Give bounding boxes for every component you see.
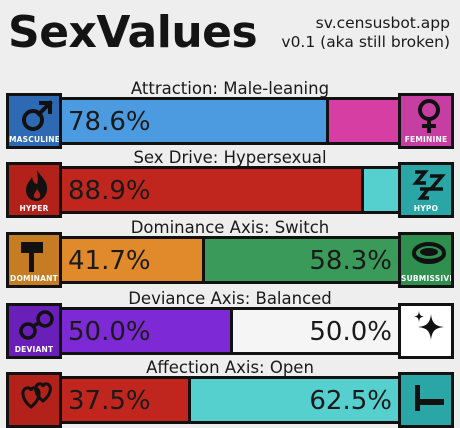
feminine-label: FEMININE xyxy=(404,135,448,144)
axis-row-dominance: DOMINANT 41.7% 58.3% SUBMISSIVE xyxy=(6,232,454,288)
masculine-label: MASCULINE xyxy=(9,135,61,144)
hyper-label: HYPER xyxy=(19,204,49,213)
hyper-percent: 88.9% xyxy=(68,176,151,206)
sex-drive-bar: 88.9% xyxy=(62,166,398,214)
bed-icon xyxy=(415,385,444,411)
hypo-label: HYPO xyxy=(413,204,439,213)
deviance-bar: 50.0% 50.0% xyxy=(62,307,398,355)
version-label: v0.1 (aka still broken) xyxy=(281,33,450,51)
female-symbol-icon xyxy=(418,99,440,133)
sparkles-icon xyxy=(414,311,444,340)
axis-label-dominance: Dominance Axis: Switch xyxy=(130,218,330,237)
fire-icon xyxy=(26,170,48,201)
masculine-percent: 78.6% xyxy=(68,107,151,137)
hearts-icon xyxy=(21,382,52,409)
affection-left-percent: 37.5% xyxy=(68,386,151,416)
sleep-zzz-icon xyxy=(412,170,446,200)
masculine-bar-segment: 78.6% xyxy=(62,100,327,142)
affection-right-bar-segment: 62.5% xyxy=(188,379,398,421)
deviant-percent: 50.0% xyxy=(68,317,151,347)
affection-right-percent: 62.5% xyxy=(309,386,392,416)
axis-label-sex-drive: Sex Drive: Hypersexual xyxy=(133,148,327,167)
axis-row-affection: 37.5% 62.5% xyxy=(6,372,454,428)
submissive-bar-segment: 58.3% xyxy=(202,239,398,281)
submissive-percent: 58.3% xyxy=(309,246,392,276)
gavel-icon xyxy=(21,242,43,272)
submissive-icon-box: SUBMISSIVE xyxy=(398,232,454,288)
feminine-bar-segment xyxy=(326,100,398,142)
hyper-bar-segment: 88.9% xyxy=(62,169,361,211)
affection-bar: 37.5% 62.5% xyxy=(62,376,398,424)
dominant-label: DOMINANT xyxy=(10,274,58,283)
affection-left-bar-segment: 37.5% xyxy=(62,379,188,421)
attraction-bar: 78.6% xyxy=(62,97,398,145)
collar-icon xyxy=(412,242,446,264)
handcuffs-icon xyxy=(19,310,54,340)
hypo-icon-box: HYPO xyxy=(398,162,454,218)
axis-label-attraction: Attraction: Male-leaning xyxy=(130,79,330,98)
hypo-bar-segment xyxy=(360,169,398,211)
app-title: SexValues xyxy=(8,7,258,58)
pure-icon-box: PURE xyxy=(398,303,454,359)
submissive-label: SUBMISSIVE xyxy=(401,274,454,283)
pure-label: PURE xyxy=(414,345,438,354)
axis-row-sex-drive: HYPER 88.9% HYPO xyxy=(6,162,454,218)
axis-label-affection: Affection Axis: Open xyxy=(146,358,314,377)
axis-row-deviance: DEVIANT 50.0% 50.0% PURE xyxy=(6,303,454,359)
deviant-bar-segment: 50.0% xyxy=(62,310,230,352)
dominant-bar-segment: 41.7% xyxy=(62,239,203,281)
male-symbol-icon xyxy=(22,100,53,131)
pure-bar-segment: 50.0% xyxy=(230,310,398,352)
feminine-icon-box: FEMININE xyxy=(398,93,454,149)
app-meta: sv.censusbot.app v0.1 (aka still broken) xyxy=(281,14,450,52)
affection-right-icon-box xyxy=(398,372,454,428)
dominant-icon-box: DOMINANT xyxy=(6,232,62,288)
affection-left-icon-box xyxy=(6,372,62,428)
hyper-icon-box: HYPER xyxy=(6,162,62,218)
deviant-label: DEVIANT xyxy=(14,345,54,354)
pure-percent: 50.0% xyxy=(309,317,392,347)
dominant-percent: 41.7% xyxy=(68,246,151,276)
axis-label-deviance: Deviance Axis: Balanced xyxy=(128,289,332,308)
dominance-bar: 41.7% 58.3% xyxy=(62,236,398,284)
masculine-icon-box: MASCULINE xyxy=(6,93,62,149)
axis-row-attraction: MASCULINE 78.6% FEMININE xyxy=(6,93,454,149)
deviant-icon-box: DEVIANT xyxy=(6,303,62,359)
site-url[interactable]: sv.censusbot.app xyxy=(315,14,450,32)
